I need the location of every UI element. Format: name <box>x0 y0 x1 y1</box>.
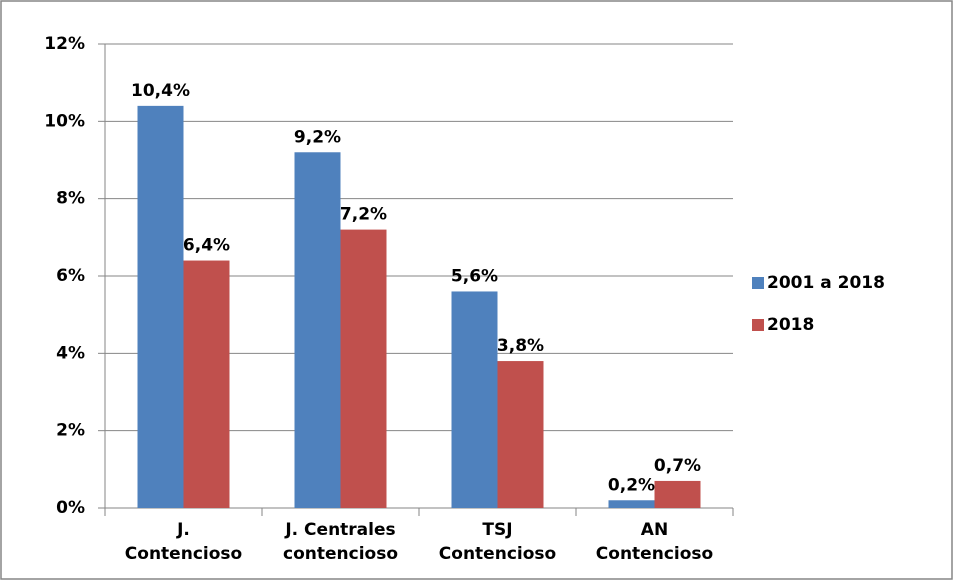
value-label: 5,6% <box>451 266 498 286</box>
x-tick-label: TSJ <box>482 520 512 540</box>
legend-swatch <box>752 319 764 331</box>
y-tick-label: 4% <box>56 343 85 363</box>
bar <box>497 361 544 508</box>
legend-label: 2001 a 2018 <box>767 273 885 293</box>
x-tick-label: Contencioso <box>125 544 242 564</box>
value-label: 9,2% <box>294 127 341 147</box>
x-tick-label: J. <box>176 520 190 540</box>
x-tick-label: Contencioso <box>439 544 556 564</box>
legend-swatch <box>752 277 764 289</box>
value-label: 0,2% <box>608 475 655 495</box>
x-tick-label: AN <box>641 520 668 540</box>
bar <box>183 260 230 508</box>
value-label: 3,8% <box>497 336 544 356</box>
y-tick-label: 12% <box>44 34 85 54</box>
bar <box>340 229 387 508</box>
bar <box>451 291 498 508</box>
bar <box>608 500 655 508</box>
bar <box>654 480 701 508</box>
bar <box>137 105 184 508</box>
y-tick-label: 0% <box>56 498 85 518</box>
y-tick-label: 2% <box>56 421 85 441</box>
bar <box>294 152 341 508</box>
value-label: 7,2% <box>340 205 387 225</box>
x-tick-label: Contencioso <box>596 544 713 564</box>
legend-label: 2018 <box>767 315 814 335</box>
x-tick-label: contencioso <box>283 544 398 564</box>
value-label: 10,4% <box>131 81 190 101</box>
y-tick-label: 8% <box>56 189 85 209</box>
value-label: 0,7% <box>654 456 701 476</box>
value-label: 6,4% <box>183 236 230 256</box>
y-tick-label: 10% <box>44 111 85 131</box>
y-tick-label: 6% <box>56 266 85 286</box>
x-tick-label: J. Centrales <box>284 520 395 540</box>
